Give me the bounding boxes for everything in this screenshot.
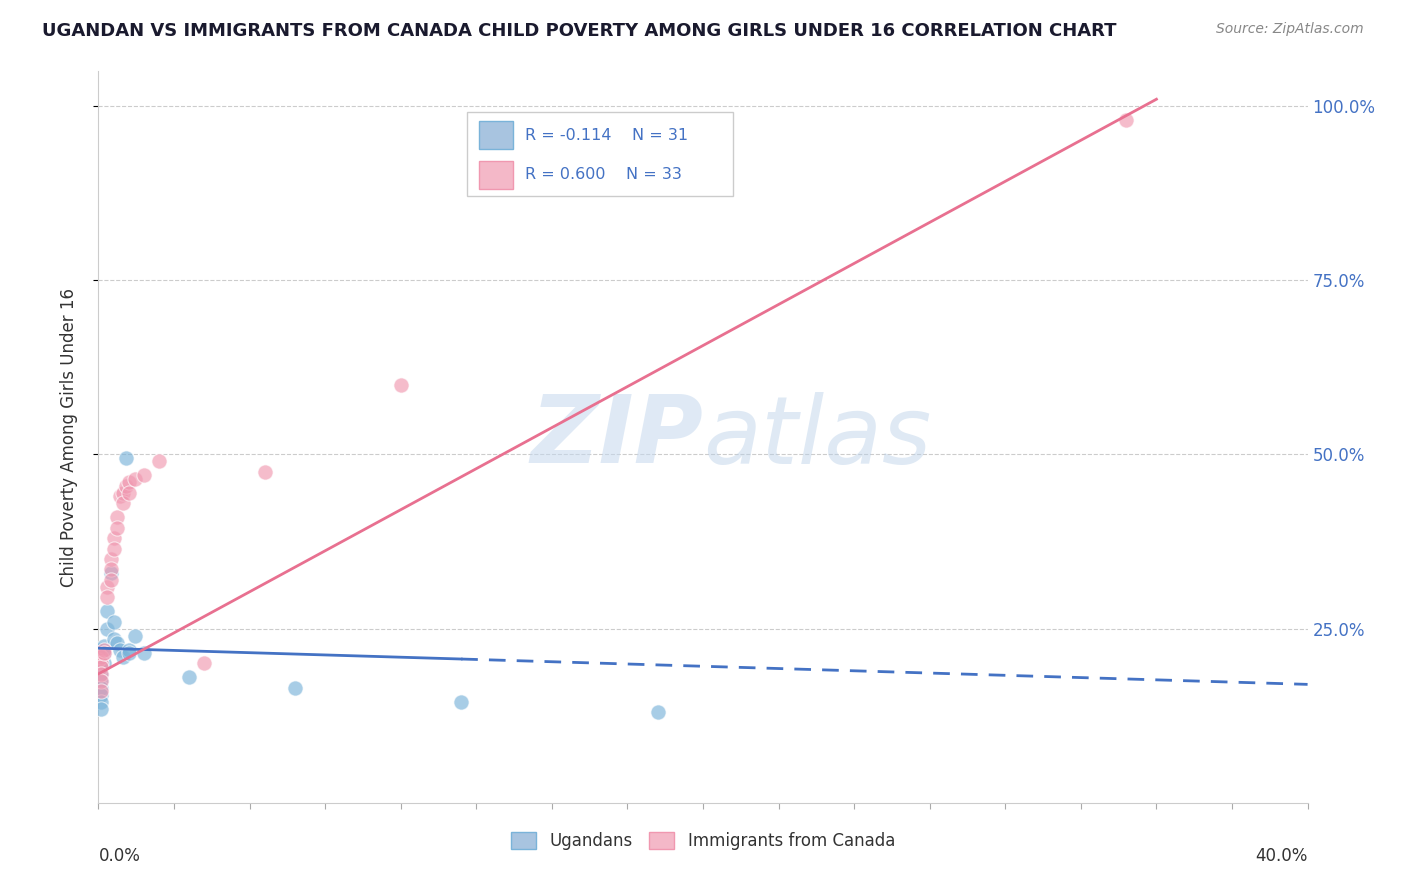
Point	[105, 521, 128, 535]
Point	[90, 660, 112, 674]
Point	[118, 642, 141, 657]
Point	[389, 377, 412, 392]
Point	[93, 639, 115, 653]
Point	[114, 450, 136, 465]
Point	[96, 591, 118, 605]
Point	[105, 635, 128, 649]
Point	[105, 510, 128, 524]
Point	[100, 566, 122, 580]
Point	[179, 670, 201, 684]
Point	[96, 580, 118, 594]
Point	[90, 688, 112, 702]
Point	[90, 653, 112, 667]
Point	[87, 646, 110, 660]
Bar	[479, 121, 513, 149]
Point	[108, 489, 131, 503]
Point	[132, 468, 155, 483]
Text: Source: ZipAtlas.com: Source: ZipAtlas.com	[1216, 22, 1364, 37]
Point	[90, 646, 112, 660]
Point	[111, 649, 134, 664]
Point	[96, 622, 118, 636]
Point	[103, 531, 125, 545]
Point	[90, 657, 112, 671]
Point	[555, 113, 578, 128]
Point	[118, 646, 141, 660]
Text: atlas: atlas	[703, 392, 931, 483]
Point	[100, 552, 122, 566]
Point	[124, 629, 146, 643]
Text: UGANDAN VS IMMIGRANTS FROM CANADA CHILD POVERTY AMONG GIRLS UNDER 16 CORRELATION: UGANDAN VS IMMIGRANTS FROM CANADA CHILD …	[42, 22, 1116, 40]
FancyBboxPatch shape	[467, 112, 734, 195]
Point	[118, 475, 141, 490]
Legend: Ugandans, Immigrants from Canada: Ugandans, Immigrants from Canada	[505, 825, 901, 856]
Text: 40.0%: 40.0%	[1256, 847, 1308, 864]
Point	[90, 673, 112, 688]
Point	[1115, 113, 1137, 128]
Point	[103, 615, 125, 629]
Point	[124, 472, 146, 486]
Point	[90, 667, 112, 681]
Point	[90, 673, 112, 688]
Bar	[479, 161, 513, 188]
Point	[93, 646, 115, 660]
Point	[90, 667, 112, 681]
Point	[90, 684, 112, 698]
Point	[90, 695, 112, 709]
Point	[87, 653, 110, 667]
Point	[93, 646, 115, 660]
Point	[103, 541, 125, 556]
Point	[193, 657, 215, 671]
Text: R = -0.114    N = 31: R = -0.114 N = 31	[526, 128, 689, 143]
Point	[90, 660, 112, 674]
Point	[118, 485, 141, 500]
Point	[90, 702, 112, 716]
Point	[103, 632, 125, 646]
Point	[87, 649, 110, 664]
Point	[132, 646, 155, 660]
Point	[96, 604, 118, 618]
Point	[148, 454, 170, 468]
Point	[93, 642, 115, 657]
Point	[100, 573, 122, 587]
Point	[108, 642, 131, 657]
Text: ZIP: ZIP	[530, 391, 703, 483]
Point	[253, 465, 276, 479]
Point	[111, 496, 134, 510]
Point	[450, 695, 472, 709]
Text: R = 0.600    N = 33: R = 0.600 N = 33	[526, 167, 682, 182]
Point	[90, 649, 112, 664]
Point	[647, 705, 669, 719]
Point	[111, 485, 134, 500]
Y-axis label: Child Poverty Among Girls Under 16: Child Poverty Among Girls Under 16	[59, 287, 77, 587]
Text: 0.0%: 0.0%	[98, 847, 141, 864]
Point	[571, 113, 593, 128]
Point	[114, 479, 136, 493]
Point	[93, 657, 115, 671]
Point	[90, 681, 112, 695]
Point	[87, 642, 110, 657]
Point	[100, 562, 122, 576]
Point	[284, 681, 307, 695]
